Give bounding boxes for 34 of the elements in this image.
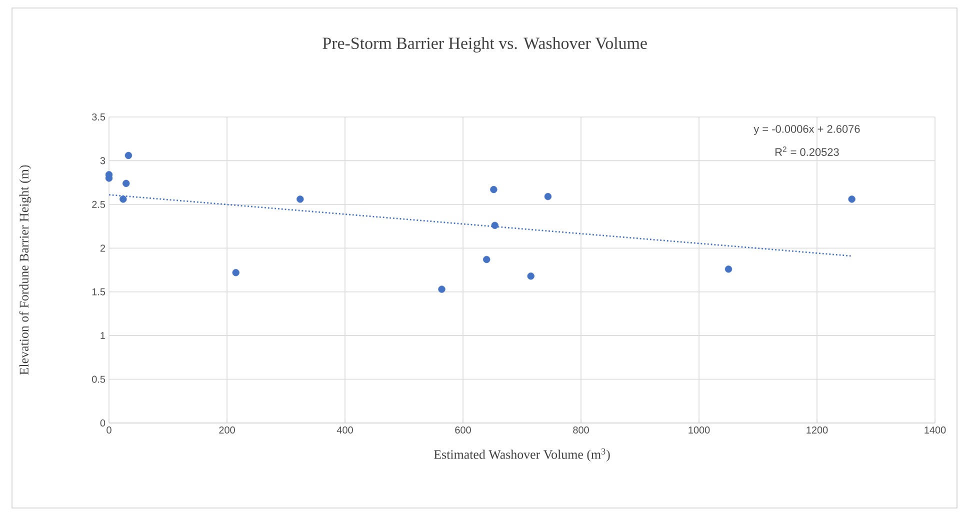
x-tick-label: 0 (106, 426, 112, 434)
point (122, 180, 130, 188)
x-tick-label: 1400 (924, 426, 946, 434)
point (438, 286, 446, 293)
y-tick-label: 3.5 (92, 113, 106, 121)
point (848, 196, 856, 203)
chart-title: Pre-Storm Barrier Height vs. Washover Volume (322, 37, 647, 52)
point (296, 196, 304, 203)
y-tick-label: 3 (100, 157, 106, 164)
point (124, 152, 132, 160)
x-tick-label: 600 (455, 426, 471, 434)
point (483, 256, 490, 264)
point (232, 269, 240, 276)
y-tick-label: 0.5 (92, 376, 106, 383)
point (544, 192, 552, 200)
x-tick-label: 800 (573, 426, 589, 434)
y-tick-label: 1.5 (92, 288, 106, 296)
y-axis-title: Elevation of Fordune Barrier Height (m) (19, 165, 32, 375)
x-tick-label: 400 (336, 426, 353, 434)
point (120, 196, 127, 203)
x-tick-label: 1200 (806, 426, 828, 434)
x-axis-title: Estimated Washover Volume (m$^{3}$) (434, 448, 610, 462)
y-tick-label: 2.5 (92, 200, 106, 208)
point (491, 222, 498, 229)
annotation: y = -0.0006x + 2.6076 (754, 125, 860, 136)
point (490, 186, 498, 194)
y-tick-label: 2 (100, 244, 105, 252)
y-tick-label: 0 (100, 419, 106, 427)
annotation: R$^{2}$ = 0.20523 (775, 146, 839, 156)
point (724, 266, 732, 273)
x-tick-label: 1000 (688, 426, 710, 434)
y-tick-label: 1 (100, 332, 106, 339)
x-tick-label: 200 (219, 426, 235, 434)
point (527, 272, 534, 280)
